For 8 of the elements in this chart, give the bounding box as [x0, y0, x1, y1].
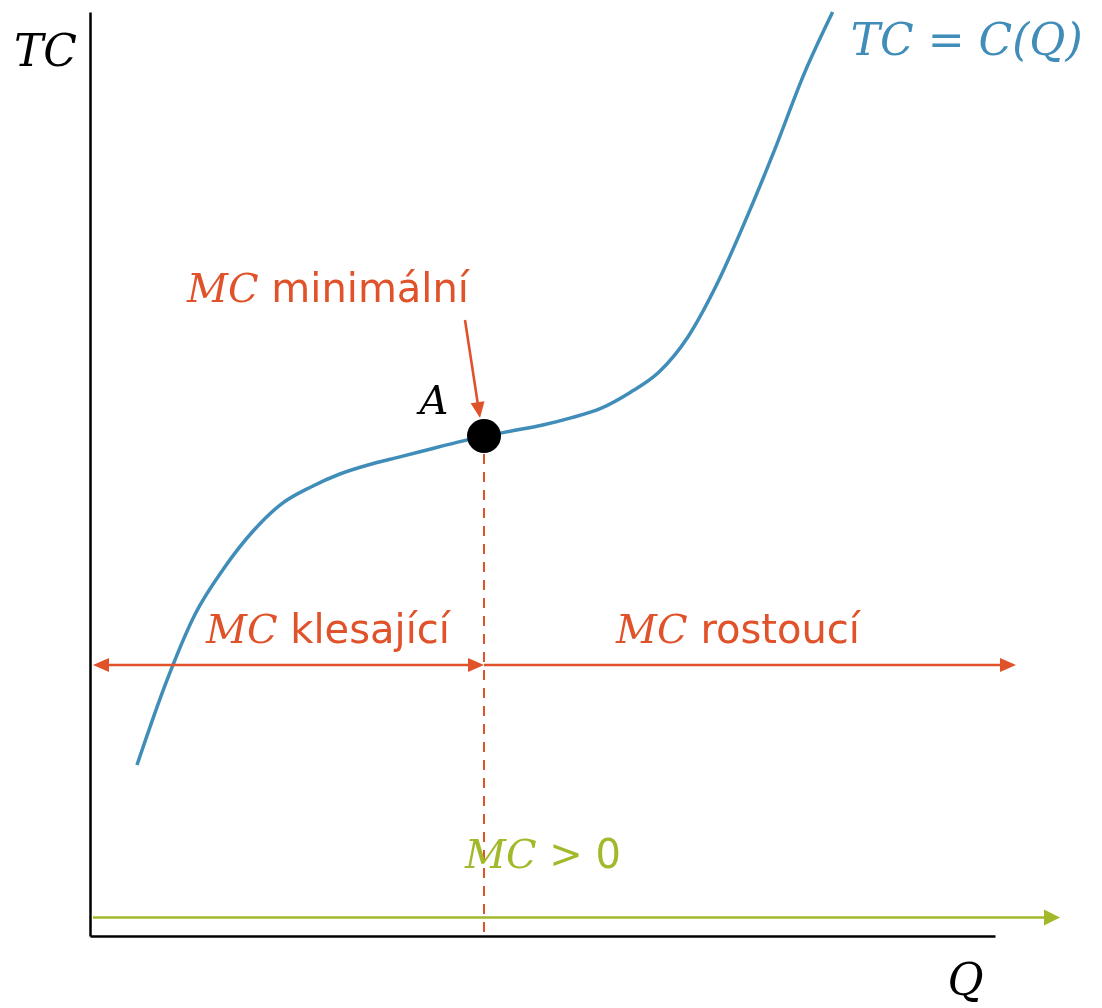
annotation: MC minimální [186, 265, 471, 311]
ref-line-label: MC > 0 [464, 831, 621, 877]
annotation: MC klesající [205, 606, 452, 652]
annotation: MC rostoucí [615, 606, 862, 652]
y-axis-title: TC [13, 24, 78, 76]
annotation: A [415, 377, 449, 423]
series-label: TC = C(Q) [850, 14, 1083, 65]
x-axis-title: Q [947, 953, 984, 1005]
